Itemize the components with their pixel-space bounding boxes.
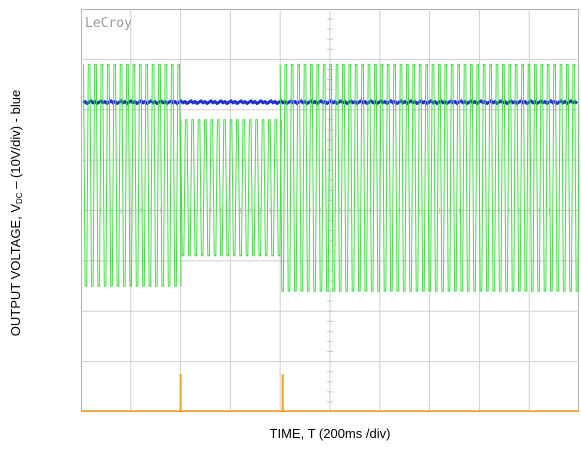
scope-traces bbox=[81, 63, 579, 412]
green-trace-segment-1 bbox=[83, 63, 182, 287]
y-axis-label: OUTPUT VOLTAGE, VDC – (10V/div) - blue bbox=[8, 90, 24, 336]
scope-brand: LeCroy bbox=[85, 16, 132, 31]
y-axis-label-rest: – (10V/div) - blue bbox=[8, 89, 23, 193]
green-trace-segment-3 bbox=[279, 63, 579, 292]
y-axis-label-sub: DC bbox=[15, 192, 24, 204]
green-trace-segment-2 bbox=[180, 119, 282, 257]
x-axis-label: TIME, T (200ms /div) bbox=[269, 426, 391, 441]
oscilloscope-screen: LeCroy bbox=[81, 9, 579, 412]
scope-plot: LeCroy bbox=[81, 9, 579, 412]
y-axis-label-main: OUTPUT VOLTAGE, V bbox=[8, 203, 23, 337]
